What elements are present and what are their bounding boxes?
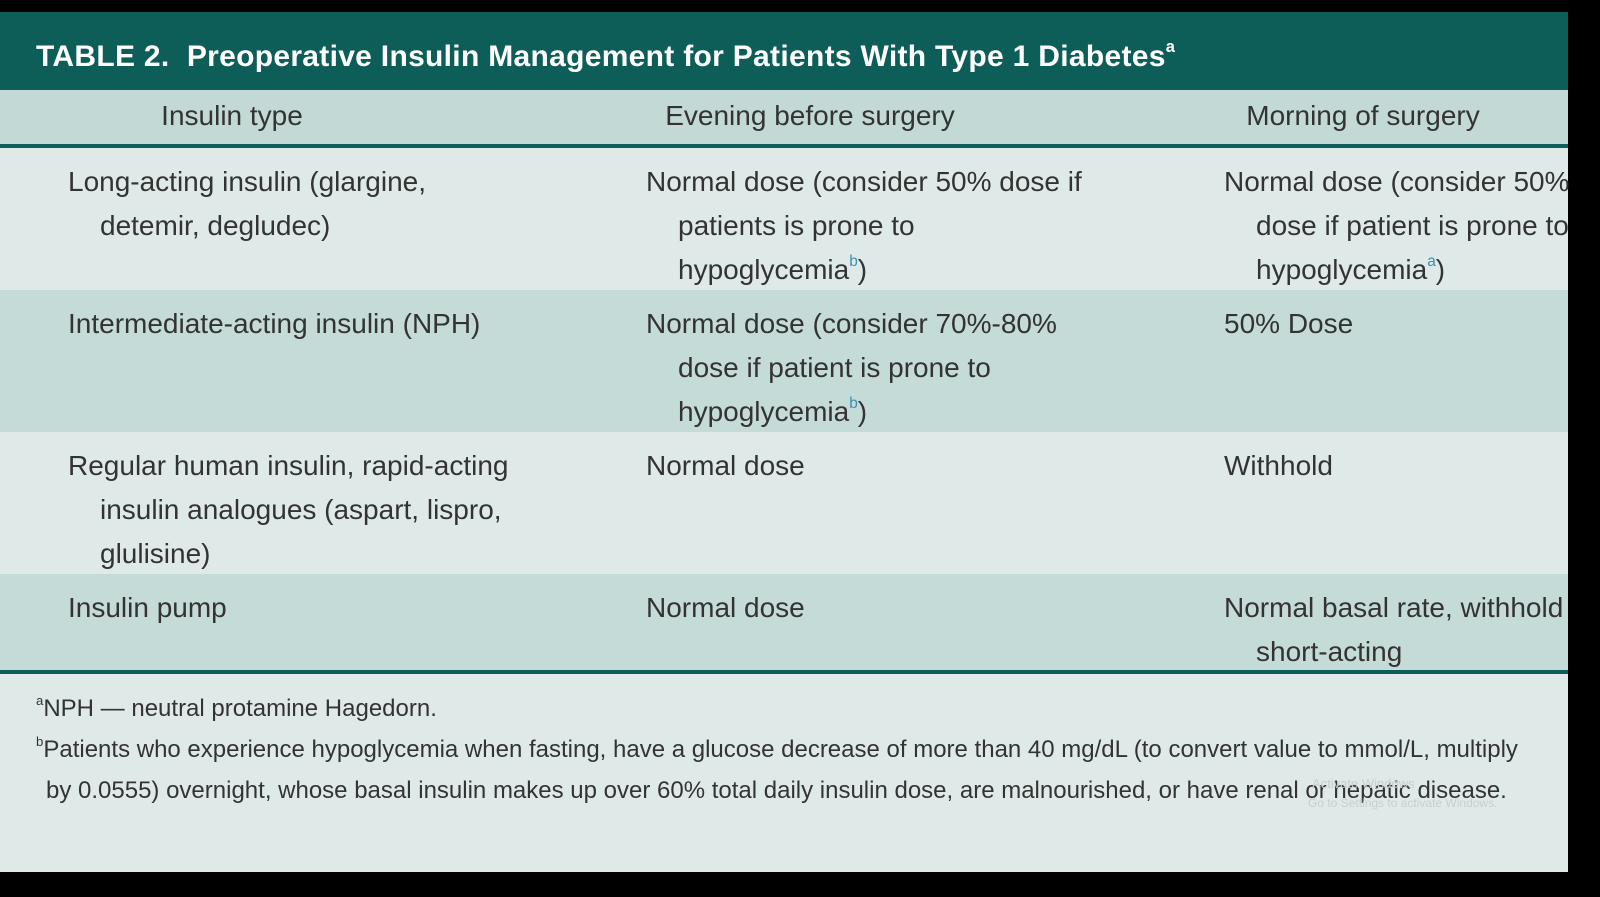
cell-text: Normal dose (consider 50% dose if patien… (646, 166, 1082, 285)
table-cell: Long-acting insulin (glargine, detemir, … (68, 160, 530, 248)
table-row: Insulin pump Normal dose Normal basal rate… (0, 574, 1568, 670)
header-cell: Insulin type (161, 100, 303, 131)
table-cell: 50% Dose (1224, 302, 1600, 346)
footnote: bPatients who experience hypoglycemia wh… (36, 729, 1541, 811)
watermark: Go to Settings to activate Windows. (1308, 796, 1498, 810)
table-cell: Normal dose (consider 70%-80% dose if pa… (646, 302, 1108, 434)
table-cell: Normal dose (consider 50% dose if patien… (1224, 160, 1600, 292)
table-cell: Normal dose (646, 586, 1108, 630)
cell-text: Normal dose (646, 450, 805, 481)
table-row: Regular human insulin, rapid-acting insu… (0, 432, 1568, 574)
table-cell: Regular human insulin, rapid-acting insu… (68, 444, 530, 576)
table-cell: Insulin pump (68, 586, 530, 630)
footnote-ref: a (1427, 252, 1436, 270)
title-sup: a (1165, 37, 1176, 56)
table-title: TABLE 2. Preoperative Insulin Management… (0, 12, 1568, 90)
table-row: Long-acting insulin (glargine, detemir, … (0, 148, 1570, 292)
footnote-text: Patients who experience hypoglycemia whe… (43, 736, 1518, 804)
cell-text: Insulin pump (68, 592, 227, 623)
footnotes: aNPH — neutral protamine Hagedorn. bPatie… (36, 688, 1541, 811)
table-cell: Normal dose (646, 444, 1108, 488)
table-cell: Intermediate-acting insulin (NPH) (68, 302, 530, 346)
cell-text: ) (857, 254, 868, 285)
header-cell: Evening before surgery (665, 100, 955, 131)
cell-text: ) (857, 396, 868, 427)
footnote-ref: b (849, 252, 858, 270)
watermark: Activate Windows (1312, 776, 1415, 791)
cell-text: Long-acting insulin (glargine, detemir, … (68, 166, 426, 241)
footnote-ref: b (849, 394, 858, 412)
header-cell: Morning of surgery (1246, 100, 1480, 131)
cell-text: ) (1435, 254, 1446, 285)
title-text: Preoperative Insulin Management for Pati… (186, 40, 1166, 73)
footnote-mark: b (36, 733, 44, 749)
footnote: aNPH — neutral protamine Hagedorn. (36, 688, 1541, 729)
cell-text: Normal dose (646, 592, 805, 623)
table-cell: Withhold (1224, 444, 1600, 488)
table-header: Insulin type Evening before surgery Mornin… (0, 90, 1568, 148)
cell-text: Normal basal rate, withhold short-acting (1224, 592, 1564, 667)
table-row: Intermediate-acting insulin (NPH) Normal … (0, 290, 1568, 432)
cell-text: 50% Dose (1224, 308, 1354, 339)
footnote-mark: a (36, 692, 44, 708)
bottom-rule (0, 670, 1568, 674)
footnote-text: NPH — neutral protamine Hagedorn. (43, 695, 437, 722)
title-label: TABLE 2. (36, 40, 170, 73)
cell-text: Normal dose (consider 50% dose if patien… (1224, 166, 1570, 285)
table-document: TABLE 2. Preoperative Insulin Management… (0, 12, 1570, 872)
cell-text: Regular human insulin, rapid-acting insu… (68, 450, 509, 569)
cell-text: Normal dose (consider 70%-80% dose if pa… (646, 308, 1057, 427)
table-cell: Normal basal rate, withhold short-acting (1224, 586, 1600, 674)
cell-text: Intermediate-acting insulin (NPH) (68, 308, 481, 339)
cell-text: Withhold (1224, 450, 1333, 481)
table-cell: Normal dose (consider 50% dose if patien… (646, 160, 1108, 292)
